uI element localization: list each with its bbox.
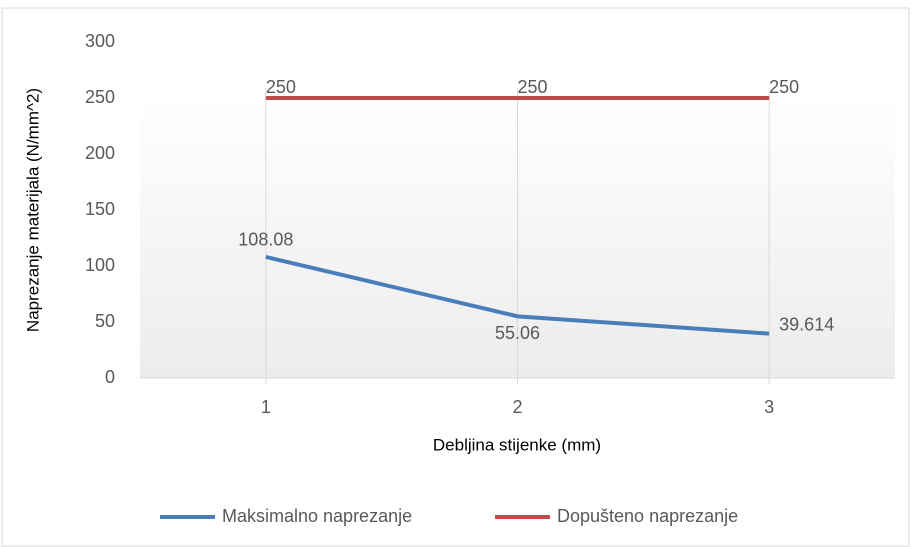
y-tick-label: 150 [85, 199, 115, 219]
y-tick-label: 50 [95, 311, 115, 331]
data-label: 250 [769, 77, 799, 97]
data-label: 108.08 [238, 230, 293, 250]
x-tick-label: 3 [764, 397, 774, 417]
y-axis-title: Naprezanje materijala (N/mm^2) [23, 88, 42, 332]
x-tick-label: 1 [261, 397, 271, 417]
y-tick-label: 200 [85, 143, 115, 163]
data-label: 39.614 [779, 314, 834, 334]
data-label: 250 [518, 77, 548, 97]
y-tick-label: 100 [85, 255, 115, 275]
x-axis-title: Debljina stijenke (mm) [433, 435, 601, 454]
data-label: 55.06 [495, 323, 540, 343]
series-line [265, 255, 770, 336]
legend-text: Maksimalno naprezanje [222, 506, 412, 526]
legend-text: Dopušteno naprezanje [557, 506, 738, 526]
data-label: 250 [266, 77, 296, 97]
y-tick-label: 300 [85, 31, 115, 51]
y-tick-label: 0 [105, 367, 115, 387]
x-tick-label: 2 [512, 397, 522, 417]
y-tick-label: 250 [85, 87, 115, 107]
